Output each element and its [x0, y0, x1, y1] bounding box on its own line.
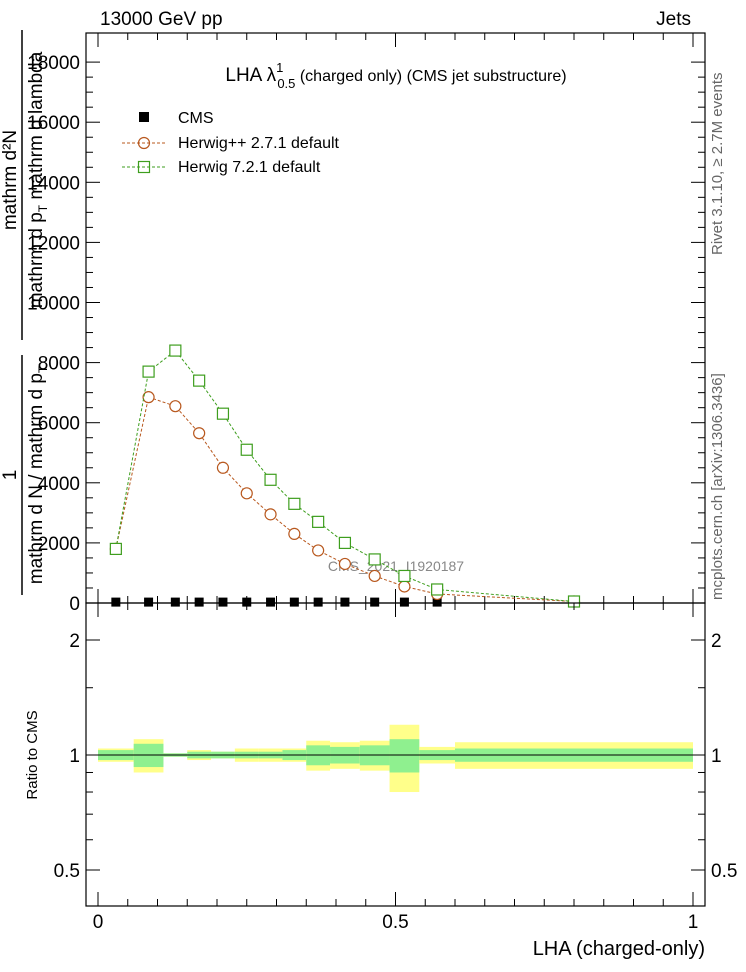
x-axis-label: LHA (charged-only): [533, 938, 705, 960]
ratio-y-tick-label-right: 2: [711, 631, 722, 652]
ylabel-den-2: mathrm d pT mathrm d lambda: [26, 51, 50, 308]
data-point-herwigpp: [312, 544, 325, 557]
mcplots-label: mcplots.cern.ch [arXiv:1306.3436]: [709, 373, 726, 600]
data-point-herwigpp: [264, 508, 277, 521]
ylabel-num-2: mathrm d²N: [0, 130, 21, 230]
data-point-cms: [399, 597, 409, 607]
data-point-herwig7: [193, 374, 206, 387]
legend-marker-herwig7: [137, 160, 151, 174]
legend: CMS Herwig++ 2.7.1 default Herwig 7.2.1 …: [122, 110, 340, 176]
legend-label-herwig7: Herwig 7.2.1 default: [178, 159, 321, 176]
data-point-cms: [266, 597, 276, 607]
y-tick-label: 4000: [38, 474, 80, 495]
data-point-cms: [313, 597, 323, 607]
ratio-y-tick-label: 0.5: [54, 861, 80, 882]
plot-title: LHA λ1 0.5 (charged only) (CMS jet substr…: [225, 60, 566, 91]
data-point-cms: [194, 597, 204, 607]
data-point-cms: [340, 597, 350, 607]
x-tick-label: 1: [688, 912, 699, 933]
y-tick-label: 8000: [38, 354, 80, 375]
data-point-herwig7: [398, 569, 411, 583]
legend-label-cms: CMS: [178, 110, 214, 127]
data-point-herwig7: [142, 365, 155, 378]
upper-ylabel: 1 mathrm d N / mathrm d pT mathrm d²N ma…: [0, 30, 50, 595]
ratio-band-inner: [389, 739, 420, 773]
x-tick-labels: 0 0.5 1: [93, 912, 699, 933]
upper-y-tick-labels: 0 2000 4000 6000 8000 10000 12000 14000 16000 180…: [27, 53, 80, 615]
data-point-cms: [289, 597, 299, 607]
data-point-cms: [242, 597, 252, 607]
y-tick-label: 6000: [38, 414, 80, 435]
y-tick-label: 12000: [27, 233, 80, 254]
y-tick-label: 0: [69, 594, 80, 615]
x-tick-label: 0: [93, 912, 104, 933]
series-layer: [109, 344, 581, 608]
data-point-herwigpp: [216, 461, 230, 474]
data-point-herwigpp: [240, 487, 253, 500]
lower-y-tick-labels: 0.5 0.5 1 1 2 2: [54, 631, 738, 882]
data-point-herwig7: [431, 583, 444, 596]
rivet-label: Rivet 3.1.10, ≥ 2.7M events: [709, 73, 726, 256]
data-point-herwigpp: [368, 569, 381, 583]
data-point-herwigpp: [338, 557, 352, 571]
ratio-ylabel: Ratio to CMS: [24, 710, 41, 799]
data-point-cms: [170, 597, 180, 607]
data-point-cms: [111, 597, 121, 607]
data-point-herwig7: [240, 443, 253, 456]
ratio-y-tick-label-right: 0.5: [711, 861, 737, 882]
data-point-herwig7: [368, 553, 381, 566]
data-point-herwigpp: [142, 391, 155, 404]
ylabel-num-1: 1: [0, 470, 21, 481]
data-point-cms: [144, 597, 154, 607]
data-point-cms: [370, 597, 380, 607]
y-tick-label: 2000: [38, 534, 80, 555]
ratio-y-tick-label: 2: [69, 631, 80, 652]
legend-marker-herwigpp: [137, 136, 151, 150]
data-point-cms: [218, 597, 228, 607]
ratio-bands: [98, 724, 693, 793]
data-point-herwigpp: [193, 427, 206, 440]
data-point-herwigpp: [288, 527, 301, 540]
ratio-y-tick-label-right: 1: [711, 746, 722, 767]
legend-label-herwigpp: Herwig++ 2.7.1 default: [178, 135, 340, 152]
data-point-herwigpp: [169, 400, 182, 413]
data-point-herwig7: [109, 542, 122, 556]
ylabel-den-1: mathrm d N / mathrm d pT: [26, 365, 50, 584]
legend-marker-cms: [139, 112, 149, 122]
data-point-herwig7: [169, 344, 182, 357]
y-tick-label: 14000: [27, 173, 80, 194]
header-right: Jets: [656, 9, 691, 30]
data-point-herwig7: [216, 407, 230, 420]
y-tick-label: 16000: [27, 113, 80, 134]
y-tick-label: 18000: [27, 53, 80, 74]
y-tick-label: 10000: [27, 294, 80, 315]
analysis-watermark: CMS_2021_I1920187: [328, 558, 464, 574]
lower-axis-ticks: [86, 603, 705, 906]
data-point-herwig7: [312, 515, 325, 528]
data-point-herwig7: [264, 473, 277, 486]
x-tick-label: 0.5: [382, 912, 408, 933]
data-point-herwigpp: [398, 580, 411, 593]
header-left: 13000 GeV pp: [100, 9, 223, 30]
ratio-y-tick-label: 1: [69, 746, 80, 767]
data-point-herwig7: [338, 536, 352, 550]
data-point-cms: [432, 597, 442, 607]
data-point-herwig7: [288, 497, 301, 510]
